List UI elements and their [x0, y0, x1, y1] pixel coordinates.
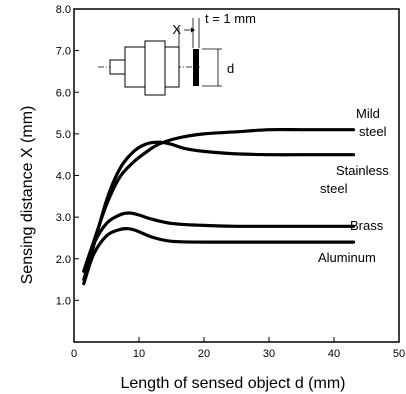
- sensor-diagram: X t = 1 mm d: [98, 11, 256, 96]
- x-tick-label: 20: [198, 348, 210, 360]
- series-lines: [82, 127, 356, 286]
- series-label-stainless-steel: steel: [320, 181, 348, 196]
- sensed-object: [193, 49, 199, 86]
- y-tick-label: 4.0: [56, 171, 71, 183]
- x-dimension-label: X: [172, 22, 181, 37]
- series-label-mild-steel: steel: [359, 124, 387, 139]
- x-arrow-head: [191, 27, 195, 33]
- series-line-mild-steel: [82, 127, 356, 273]
- y-tick-label: 2.0: [56, 254, 71, 266]
- series-line-brass: [82, 211, 356, 273]
- x-tick-label: 30: [263, 348, 275, 360]
- sensor-face: [164, 46, 180, 88]
- d-dimension-label: d: [227, 61, 234, 76]
- series-label-stainless-steel: Stainless: [336, 163, 389, 178]
- series-label-mild-steel: Mild: [356, 106, 380, 121]
- y-tick-label: 7.0: [56, 46, 71, 58]
- y-axis-title: Sensing distance X (mm): [19, 106, 36, 285]
- y-tick-label: 8.0: [56, 4, 71, 16]
- thickness-label: t = 1 mm: [205, 11, 256, 26]
- sensor-cable: [109, 59, 126, 75]
- y-tick-label: 1.0: [56, 295, 71, 307]
- x-tick-label: 40: [328, 348, 340, 360]
- series-line-stainless-steel: [82, 140, 356, 282]
- ticks: 0 10 20 30 40 50 1.0 2.0 3.0 4.0 5.0 6.0 7.0 8.0: [56, 4, 405, 360]
- x-axis-title: Length of sensed object d (mm): [120, 375, 345, 392]
- y-tick-label: 5.0: [56, 129, 71, 141]
- x-tick-label: 10: [133, 348, 145, 360]
- series-labels: Mild steel Stainless steel Brass Aluminum: [318, 106, 389, 265]
- series-line-aluminum: [82, 226, 356, 286]
- y-tick-label: 3.0: [56, 212, 71, 224]
- x-tick-label: 50: [393, 348, 405, 360]
- series-label-brass: Brass: [350, 218, 384, 233]
- sensor-body: [124, 46, 146, 88]
- x-tick-label: 0: [71, 348, 77, 360]
- y-tick-label: 6.0: [56, 87, 71, 99]
- sensor-nut: [144, 40, 166, 96]
- series-label-aluminum: Aluminum: [318, 250, 376, 265]
